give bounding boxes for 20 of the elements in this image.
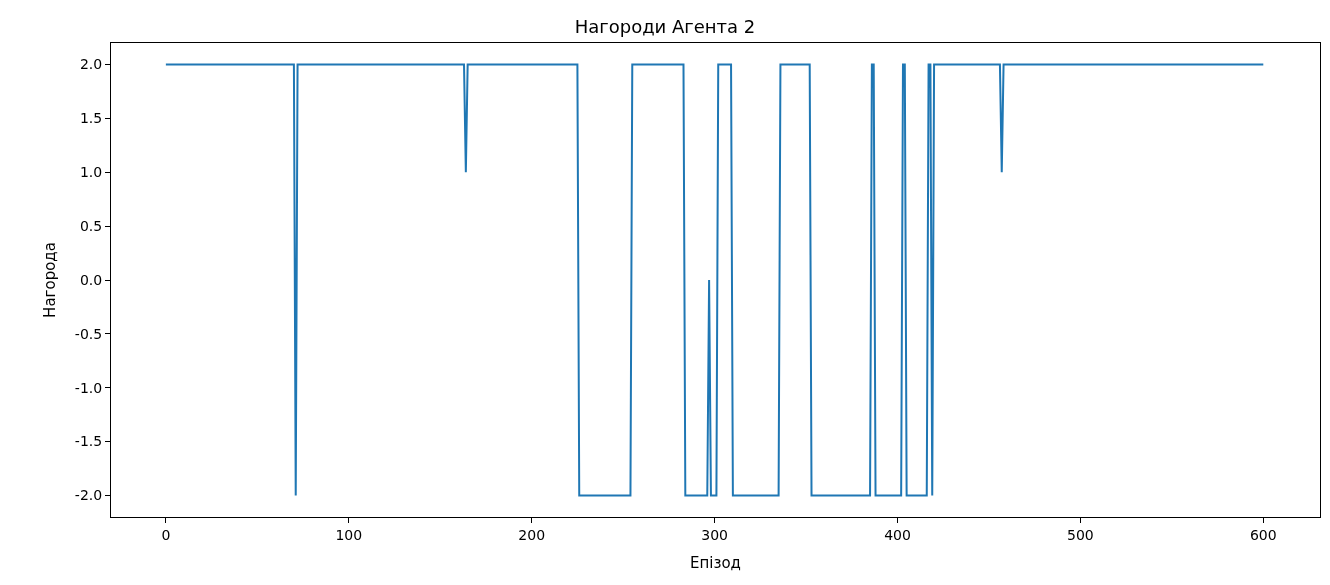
line-series (164, 63, 1265, 497)
y-tick-label: 1.5 (79, 110, 103, 127)
x-tick-label: 0 (161, 526, 171, 543)
y-tick-label: -2.0 (74, 487, 103, 504)
y-tick-label: 0.5 (79, 218, 103, 235)
y-tick-label: -1.5 (74, 433, 103, 450)
y-tick-label: -0.5 (74, 325, 103, 342)
y-tick-label: 0.0 (79, 271, 103, 288)
y-tick-label: 2.0 (79, 56, 103, 73)
y-tick-label: 1.0 (79, 164, 103, 181)
x-tick-label: 400 (884, 526, 911, 543)
chart-title: Нагороди Агента 2 (574, 16, 756, 38)
x-tick-label: 600 (1249, 526, 1277, 543)
x-tick-label: 300 (701, 526, 728, 543)
y-tick-label: -1.0 (74, 379, 103, 396)
x-tick-label: 100 (335, 526, 363, 543)
x-axis-title: Епізод (690, 553, 741, 572)
y-axis-title: Нагорода (41, 242, 60, 318)
x-tick-label: 500 (1067, 526, 1094, 543)
x-tick-label: 200 (518, 526, 546, 543)
